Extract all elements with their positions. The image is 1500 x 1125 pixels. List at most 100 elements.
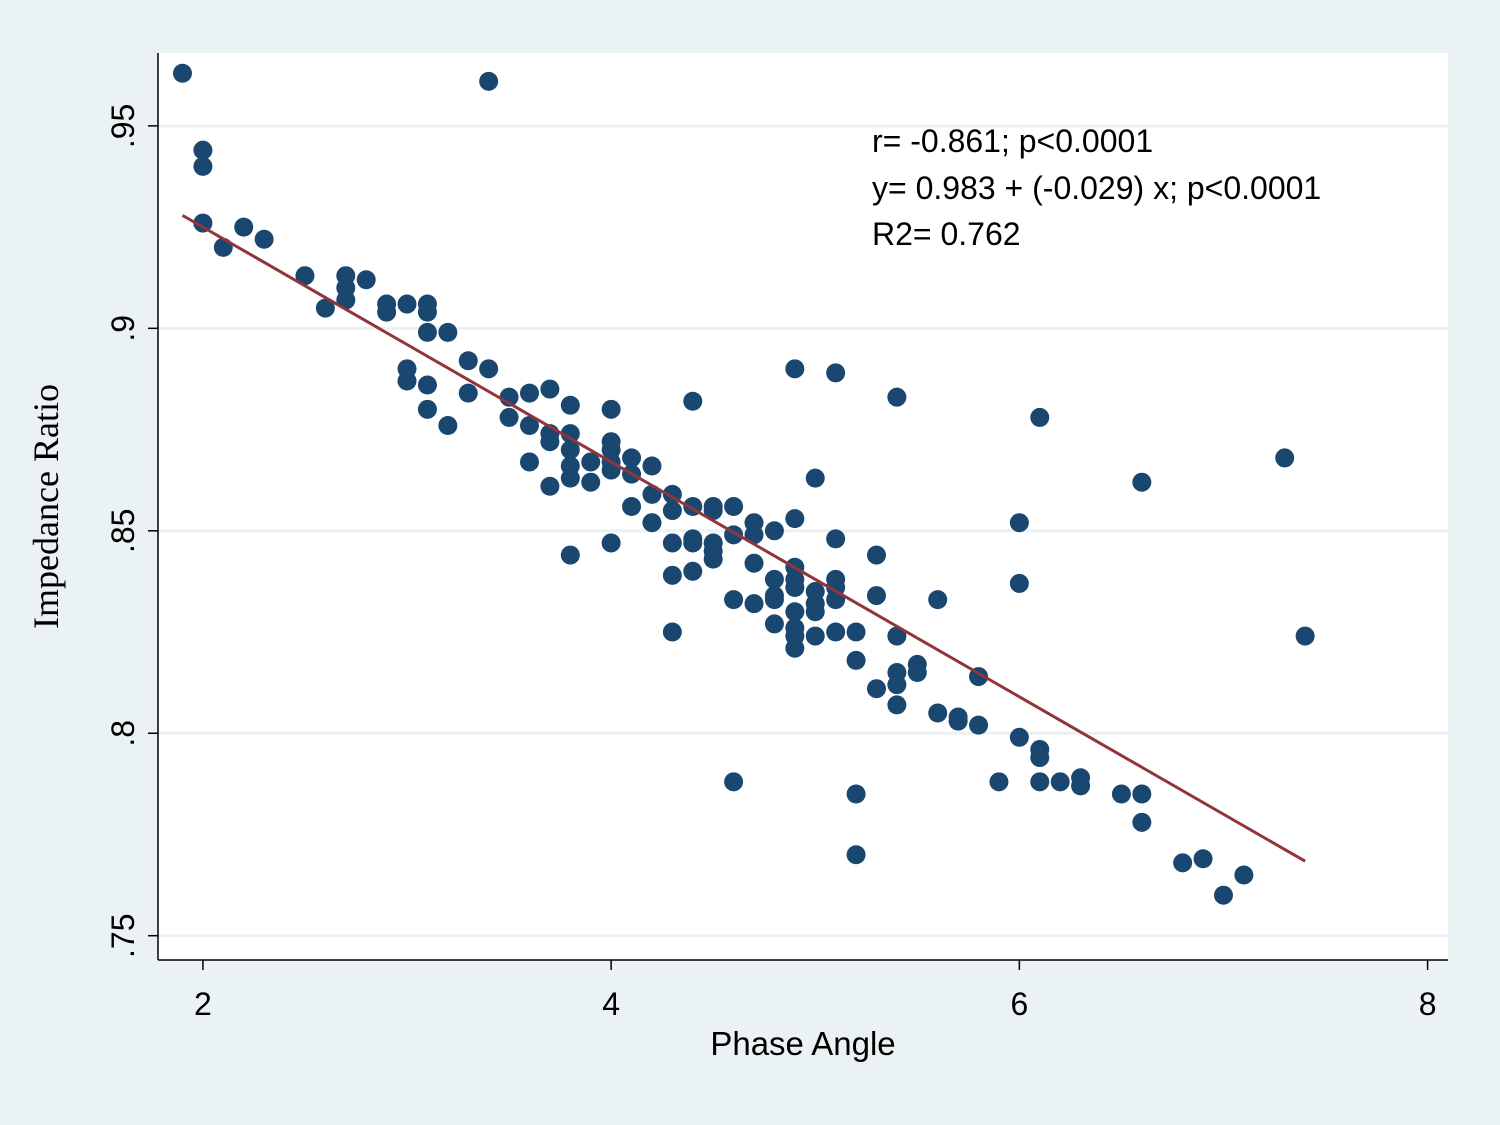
x-tick-label: 6 — [1010, 986, 1028, 1022]
x-axis-title: Phase Angle — [710, 1025, 895, 1062]
data-point — [377, 302, 397, 322]
data-point — [499, 407, 519, 427]
data-point — [336, 290, 356, 310]
data-point — [764, 521, 784, 541]
data-point — [662, 565, 682, 585]
data-point — [683, 561, 703, 581]
data-point — [846, 845, 866, 865]
data-point — [1132, 812, 1152, 832]
data-point — [417, 322, 437, 342]
data-point — [662, 622, 682, 642]
data-point — [438, 322, 458, 342]
data-point — [560, 440, 580, 460]
data-point — [213, 237, 233, 257]
y-ticks: .75 .8 .85 .9 .95 — [105, 104, 158, 958]
data-point — [642, 513, 662, 533]
data-point — [1009, 513, 1029, 533]
data-point — [1030, 772, 1050, 792]
data-point — [540, 432, 560, 452]
data-point — [601, 399, 621, 419]
data-point — [724, 497, 744, 516]
data-point — [1050, 772, 1070, 792]
data-point — [805, 468, 825, 488]
annotation-r2: R2= 0.762 — [872, 216, 1021, 252]
annotation-regression: y= 0.983 + (-0.029) x; p<0.0001 — [872, 170, 1321, 206]
data-point — [724, 590, 744, 610]
data-point — [846, 622, 866, 642]
data-point — [887, 695, 907, 715]
data-point — [826, 590, 846, 610]
data-point — [254, 229, 274, 249]
data-point — [764, 569, 784, 589]
data-point — [1275, 448, 1295, 468]
data-point — [1030, 748, 1050, 768]
data-point — [703, 501, 723, 521]
axes — [157, 53, 1448, 961]
data-point — [438, 416, 458, 436]
data-point — [928, 703, 948, 723]
data-point — [540, 379, 560, 399]
y-tick-label: .8 — [105, 720, 141, 747]
data-point — [417, 399, 437, 419]
data-point — [295, 266, 315, 286]
data-point — [193, 140, 213, 160]
y-tick-label: .95 — [105, 104, 141, 148]
data-point — [519, 452, 539, 472]
data-point — [1193, 849, 1213, 869]
data-point — [540, 476, 560, 496]
y-tick-label: .9 — [105, 315, 141, 342]
data-point — [703, 549, 723, 569]
data-point — [826, 622, 846, 642]
data-point — [519, 383, 539, 403]
data-point — [744, 594, 764, 614]
x-tick-label: 4 — [602, 986, 620, 1022]
data-point — [479, 71, 499, 91]
data-point — [805, 602, 825, 622]
data-point — [315, 298, 335, 318]
data-point — [785, 638, 805, 658]
data-point — [1213, 885, 1233, 905]
data-point — [417, 375, 437, 395]
data-point — [846, 784, 866, 804]
data-point — [1234, 865, 1254, 885]
data-point — [826, 529, 846, 549]
data-point — [479, 359, 499, 379]
data-point — [1009, 727, 1029, 747]
data-point — [458, 383, 478, 403]
x-tick-label: 8 — [1419, 986, 1437, 1022]
data-point — [642, 456, 662, 476]
fit-line — [181, 214, 1306, 863]
data-point — [1030, 407, 1050, 427]
data-point — [887, 387, 907, 407]
data-point — [866, 545, 886, 565]
data-point — [785, 577, 805, 597]
data-point — [887, 675, 907, 695]
data-point — [560, 424, 580, 444]
data-point — [581, 472, 601, 492]
data-point — [683, 391, 703, 411]
data-point — [969, 715, 989, 735]
data-point — [1111, 784, 1131, 804]
data-point — [601, 533, 621, 553]
data-point — [907, 663, 927, 683]
data-point — [1071, 776, 1091, 796]
y-axis-title: Impedance Ratio — [26, 384, 66, 629]
gridlines — [158, 124, 1448, 938]
data-point — [622, 448, 642, 468]
data-point — [989, 772, 1009, 792]
data-point — [764, 614, 784, 634]
data-point — [846, 650, 866, 670]
data-point — [866, 586, 886, 606]
data-point — [683, 533, 703, 553]
data-point — [724, 772, 744, 792]
data-point — [928, 590, 948, 610]
data-point — [764, 590, 784, 610]
data-point — [785, 602, 805, 622]
data-point — [417, 302, 437, 322]
data-point — [397, 371, 417, 391]
data-point — [1295, 626, 1315, 646]
data-point — [397, 294, 417, 314]
data-point — [785, 359, 805, 379]
